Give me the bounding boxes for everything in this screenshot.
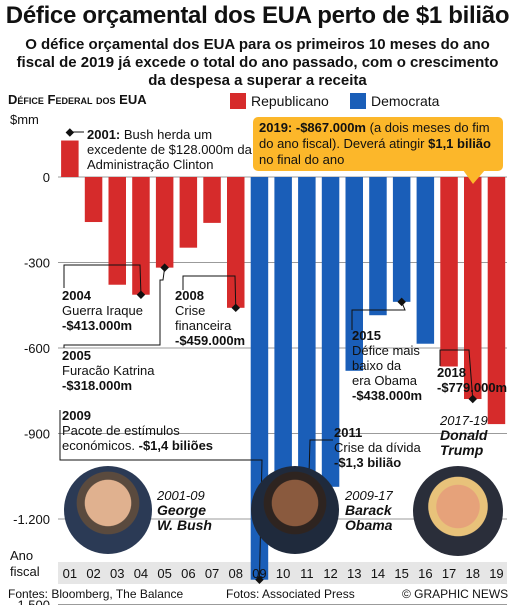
footer-pictures: Fotos: Associated Press [226,587,355,601]
bar-19 [487,177,506,425]
obama-photo [251,466,339,554]
bar-14 [369,177,387,316]
page-subtitle: O défice orçamental dos EUA para os prim… [16,36,499,89]
marker-08 [231,303,240,313]
x-tick-label-13: 13 [347,566,361,581]
y-tick-label-5: -1.500 [13,598,50,605]
x-tick-label-07: 07 [205,566,219,581]
x-tick-label-11: 11 [300,566,314,581]
bar-10 [274,177,292,546]
marker-15 [397,297,406,307]
bar-12 [321,177,340,487]
bar-06 [179,177,198,248]
x-tick-label-16: 16 [418,566,432,581]
footer-credit: © GRAPHIC NEWS [402,587,509,601]
legend-label-republican: Republicano [251,93,329,109]
annotation-2009: 2009 Pacote de estímulos económicos. -$1,… [62,408,214,453]
annotation-2004: 2004 Guerra Iraque -$413.000m [62,288,143,333]
bar-08 [227,177,245,308]
x-tick-label-17: 17 [442,566,456,581]
president-bush: 2001-09 George W. Bush [157,488,212,533]
x-tick-label-15: 15 [394,566,408,581]
page-title: Défice orçamental dos EUA perto de $1 bi… [5,2,510,29]
leader-05 [63,267,166,348]
bar-17 [440,177,458,367]
bar-03 [108,177,126,285]
y-tick-label-1: -300 [24,256,50,271]
marker-09 [255,575,264,584]
legend-swatch-republican [230,93,246,109]
leader-08 [182,275,237,308]
y-tick-label-3: -900 [24,427,50,442]
chart-heading: Défice Federal dos EUA [8,92,147,107]
x-tick-label-14: 14 [371,566,385,581]
y-tick-label-4: -1.200 [13,512,50,527]
x-tick-label-05: 05 [157,566,171,581]
marker-01 [65,128,75,137]
marker-05 [160,263,169,272]
callout-tail [463,170,485,184]
president-trump: 2017-19 Donald Trump [440,413,488,458]
x-tick-label-02: 02 [86,566,100,581]
footer-sources: Fontes: Bloomberg, The Balance [8,587,184,601]
x-tick-label-01: 01 [63,566,77,581]
bar-18 [464,177,482,400]
marker-18 [468,394,477,404]
x-tick-label-06: 06 [181,566,195,581]
legend-democrat: Democrata [350,93,439,109]
bar-11 [298,177,316,548]
annotation-2011: 2011 Crise da dívida -$1,3 bilião [334,425,421,470]
x-axis-band [58,562,507,584]
x-tick-label-08: 08 [229,566,243,581]
annotation-2005: 2005 Furacão Katrina -$318.000m [62,348,155,393]
bar-07 [203,177,221,223]
x-tick-label-19: 19 [489,566,503,581]
x-tick-label-04: 04 [134,566,148,581]
x-tick-label-10: 10 [276,566,290,581]
x-tick-label-03: 03 [110,566,124,581]
marker-04 [136,290,146,299]
bar-15 [392,177,411,302]
callout-2019: 2019: -$867.000m (a dois meses do fim do… [253,117,503,171]
x-axis-label-line2: fiscal [10,564,40,579]
x-tick-label-18: 18 [466,566,480,581]
bar-04 [132,177,150,295]
annotation-2008: 2008 Crise financeira -$459.000m [175,288,246,348]
bar-01 [61,140,79,177]
leader-18 [439,349,474,400]
annotation-2015: 2015 Défice mais baixo da era Obama -$438.00… [352,328,423,403]
trump-photo [413,466,503,556]
leader-04 [63,264,142,295]
president-obama: 2009-17 Barack Obama [345,488,393,533]
annotation-2001: 2001: Bush herda um excedente de $128.00… [87,127,252,172]
legend-republican: Republicano [230,93,329,109]
leader-15 [351,301,406,330]
legend-swatch-democrat [350,93,366,109]
legend-label-democrat: Democrata [371,93,440,109]
bar-16 [416,177,435,344]
bar-02 [84,177,103,223]
x-tick-label-12: 12 [323,566,337,581]
y-tick-label-2: -600 [24,341,50,356]
bar-05 [155,177,174,268]
bush-photo [64,466,152,554]
y-axis-label: $mm [10,112,39,127]
x-axis-label-line1: Ano [10,548,33,563]
bar-13 [345,177,363,371]
y-tick-label-0: 0 [43,170,50,185]
annotation-2018: 2018 -$779.000m [437,365,508,395]
